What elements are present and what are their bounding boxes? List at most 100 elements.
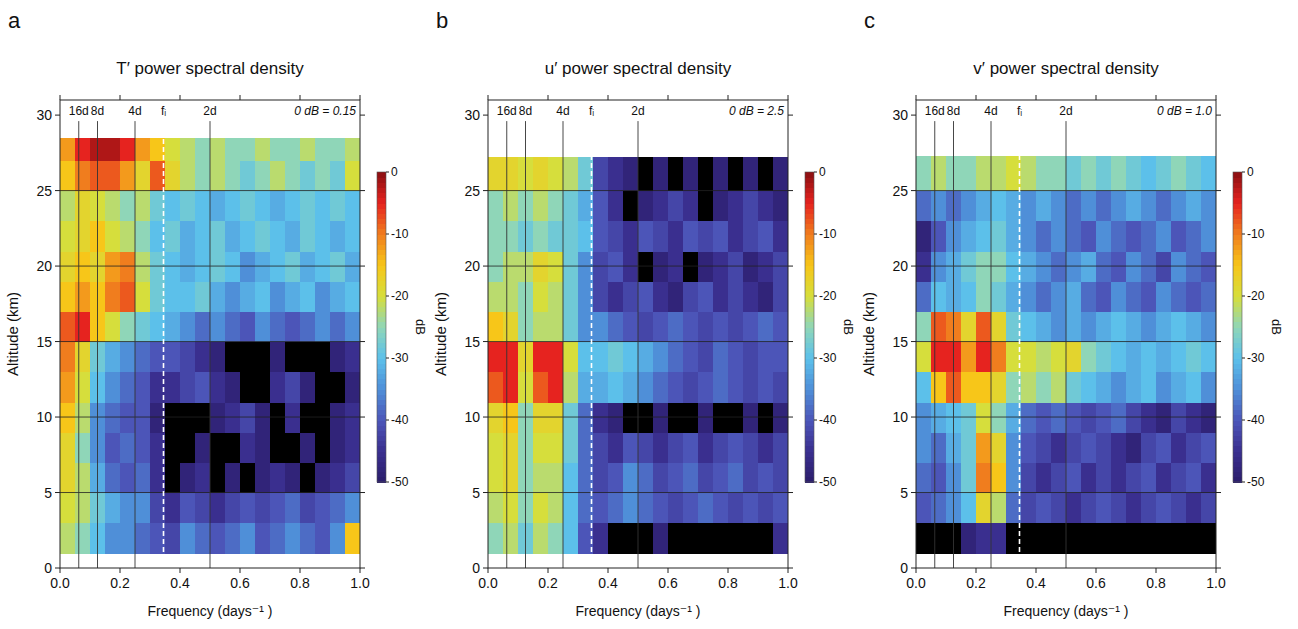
cell	[165, 462, 181, 493]
cell	[608, 493, 624, 524]
colorbar-step	[1233, 337, 1242, 343]
colorbar-step	[805, 250, 814, 256]
cell	[548, 342, 564, 373]
cell	[1036, 493, 1052, 524]
cell	[105, 372, 121, 403]
cell	[1021, 462, 1037, 493]
y-tick-label: 30	[892, 107, 908, 123]
cell	[165, 160, 181, 191]
colorbar-step	[1233, 353, 1242, 359]
cell	[713, 342, 729, 373]
cell	[623, 462, 639, 493]
cell	[653, 311, 669, 342]
cell	[931, 372, 947, 403]
cell	[991, 432, 1007, 463]
title: u′ power spectral density	[545, 59, 732, 78]
cell	[195, 281, 211, 312]
colorbar-tick	[814, 172, 817, 173]
colorbar-step	[805, 389, 814, 395]
cell	[165, 523, 181, 554]
cell	[961, 462, 977, 493]
y-tick-label: 25	[464, 183, 480, 199]
cell	[285, 523, 301, 554]
colorbar-step	[1233, 239, 1242, 245]
cell	[931, 493, 947, 524]
y-tick	[483, 417, 488, 418]
cell	[931, 462, 947, 493]
x-tick	[608, 95, 609, 100]
cell	[1111, 372, 1127, 403]
colorbar-tick-label: -50	[391, 475, 409, 489]
colorbar-step	[805, 374, 814, 380]
cell	[728, 221, 744, 252]
cell	[931, 191, 947, 222]
cell	[240, 221, 256, 252]
colorbar-tick-label: 0	[819, 165, 826, 179]
cell	[668, 462, 684, 493]
colorbar-step	[377, 265, 386, 271]
colorbar-step	[1233, 224, 1242, 230]
y-tick	[1216, 266, 1221, 267]
cell	[60, 432, 76, 463]
y-tick	[788, 190, 793, 191]
cell	[1111, 523, 1127, 554]
colorbar-step	[377, 420, 386, 426]
colorbar-step	[1233, 172, 1242, 178]
cell	[1051, 493, 1067, 524]
cell	[653, 157, 669, 191]
cell	[270, 432, 286, 463]
cell	[976, 462, 992, 493]
cell	[285, 372, 301, 403]
cell	[225, 160, 241, 191]
cell	[285, 191, 301, 222]
colorbar-step	[377, 198, 386, 204]
cell	[548, 432, 564, 463]
cell	[503, 523, 519, 554]
period-label: 4d	[556, 104, 569, 118]
cell	[1201, 281, 1216, 312]
y-tick	[483, 115, 488, 116]
cell	[300, 523, 316, 554]
cell	[623, 191, 639, 222]
cell	[105, 138, 121, 161]
colorbar-step	[805, 208, 814, 214]
cell	[210, 342, 226, 373]
x-tick	[1156, 95, 1157, 100]
colorbar-step	[377, 363, 386, 369]
cell	[961, 156, 977, 191]
x-tick	[728, 95, 729, 100]
cell	[1111, 191, 1127, 222]
cell	[135, 432, 151, 463]
cell	[638, 281, 654, 312]
period-label: 4d	[984, 104, 997, 118]
cell	[255, 191, 271, 222]
cell	[623, 342, 639, 373]
cell	[1051, 462, 1067, 493]
cell	[1081, 432, 1097, 463]
cell	[315, 493, 331, 524]
cell	[1141, 221, 1157, 252]
y-tick	[788, 266, 793, 267]
y-tick-label: 5	[44, 485, 52, 501]
cell	[1081, 372, 1097, 403]
x-tick-label: 0.4	[170, 575, 190, 591]
colorbar-step	[377, 405, 386, 411]
period-line	[135, 121, 136, 568]
colorbar-step	[377, 389, 386, 395]
cell	[120, 372, 136, 403]
cell	[1111, 342, 1127, 373]
cell	[1141, 493, 1157, 524]
colorbar-step	[377, 472, 386, 478]
period-line	[563, 121, 564, 568]
cell	[713, 462, 729, 493]
cell	[165, 493, 181, 524]
colorbar-tick-label: -10	[1247, 227, 1265, 241]
cell	[165, 432, 181, 463]
panel: bu′ power spectral density16d8d4dfᵢ2d0 d…	[432, 8, 856, 619]
colorbar-step	[377, 327, 386, 333]
colorbar-step	[805, 343, 814, 349]
y-tick	[1216, 568, 1221, 569]
x-tick-label: 0.0	[478, 575, 498, 591]
cell	[1126, 462, 1142, 493]
cell	[1141, 156, 1157, 191]
